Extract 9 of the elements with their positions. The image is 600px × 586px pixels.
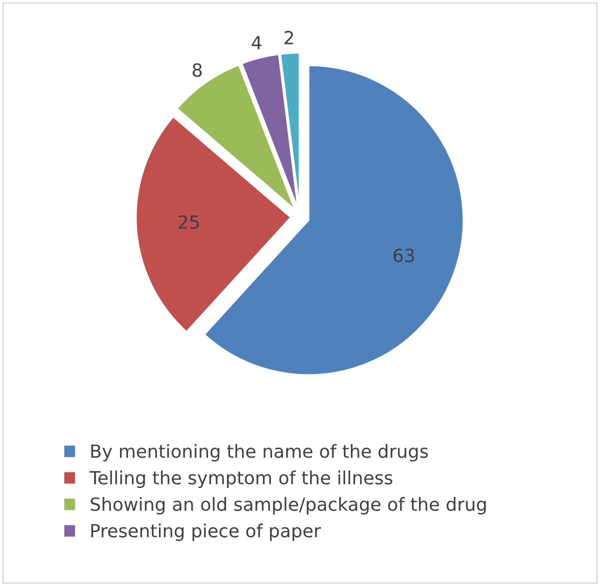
data-label: 8 — [192, 63, 202, 77]
legend-label: Telling the symptom of the illness — [89, 470, 392, 488]
data-label: 2 — [284, 30, 293, 44]
data-label: 4 — [252, 36, 262, 50]
legend-label: Presenting piece of paper — [91, 524, 321, 542]
data-label: 25 — [178, 215, 199, 229]
data-label: 63 — [394, 248, 414, 262]
legend-label: Showing an old sample/package of the drug — [90, 497, 486, 515]
legend-label: By mentioning the name of the drugs — [91, 444, 428, 462]
